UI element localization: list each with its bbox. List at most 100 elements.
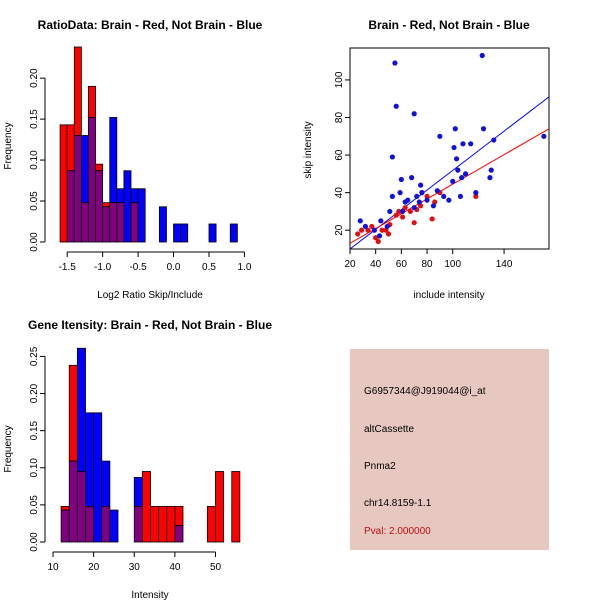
intensity-x-tick-label: 30 [129,562,141,573]
intensity-bar-brain [215,471,225,543]
scatter-point-not-brain [446,197,452,203]
scatter-point-not-brain [392,60,398,66]
scatter-point-not-brain [480,126,487,132]
fit-line-blue [349,96,550,250]
scatter-plot-y-axis: 20 40 60 80 100 [334,71,350,236]
scatter-y-tick-label: 20 [334,224,345,236]
scatter-point-not-brain [400,208,406,215]
ratio-bar-not-brain [173,223,182,243]
scatter-point-not-brain [357,218,363,224]
ratio-bar-not-brain [80,135,89,204]
ratio-bar-not-brain [123,170,132,243]
scatter-x-tick-label: 140 [496,259,513,270]
intensity-bar-brain [68,364,78,462]
intensity-bar-overlap [133,505,143,543]
intensity-bar-not-brain [76,347,86,472]
scatter-point-not-brain [450,178,456,184]
intensity-bar-overlap [85,505,95,543]
scatter-point-not-brain [389,154,395,160]
intensity-bar-overlap [101,505,111,543]
ratio-bar-overlap [80,202,89,243]
scatter-point-brain [407,208,413,215]
ratio-bar-overlap [88,117,96,243]
intensity-bar-overlap [60,509,70,543]
fit-line-red [349,128,550,244]
event-type-text: altCassette [364,424,415,435]
ratio-bar-overlap [130,202,139,243]
scatter-point-brain [402,205,408,211]
scatter-point-not-brain [457,193,464,200]
scatter-point-brain [411,220,417,226]
scatter-plot-ylabel: skip intensity [303,121,314,178]
intensity-y-tick-label: 0.25 [29,346,40,366]
scatter-x-tick-label: 40 [370,259,382,270]
scatter-plot-title: Brain - Red, Not Brain - Blue [368,18,530,32]
intensity-bar-overlap [174,525,184,543]
ratio-bar-not-brain [116,188,125,204]
intensity-bar-brain [174,505,184,527]
scatter-point-not-brain [397,190,403,196]
scatter-point-not-brain [441,193,447,200]
scatter-point-not-brain [419,190,425,196]
scatter-point-brain [396,208,402,215]
scatter-plot-points [355,52,547,245]
intensity-y-tick-label: 0.15 [29,420,40,440]
scatter-y-tick-label: 40 [334,187,345,199]
intensity-histogram-panel: Gene Itensity: Brain - Red, Not Brain - … [3,318,272,601]
scatter-point-not-brain [468,141,474,147]
scatter-point-not-brain [414,193,420,200]
probe-id-text: G6957344@J919044@i_at [364,386,486,397]
scatter-point-not-brain [491,137,497,143]
scatter-point-not-brain [371,227,377,233]
intensity-bar-brain [60,505,70,511]
intensity-x-tick-label: 50 [210,562,222,573]
intensity-bar-brain [150,505,160,543]
chromosome-location-text: chr14.8159-1.1 [364,498,432,509]
intensity-x-tick-label: 20 [88,562,100,573]
ratio-y-tick-label: 0.05 [29,191,40,211]
intensity-bar-brain [206,505,216,543]
scatter-point-brain [393,212,399,218]
intensity-bar-not-brain [101,460,111,507]
ratio-bar-not-brain [130,188,139,204]
ratio-bar-brain [59,124,68,243]
pval-text: Pval: 2.000000 [364,526,431,537]
intensity-bar-brain [231,471,241,543]
scatter-point-not-brain [462,171,469,177]
scatter-point-not-brain [452,126,458,132]
scatter-point-not-brain [389,193,395,200]
ratio-bar-not-brain [137,188,146,243]
scatter-y-tick-label: 80 [334,112,345,124]
ratio-bar-not-brain [180,223,189,243]
scatter-point-brain [369,223,375,230]
scatter-x-tick-label: 100 [444,259,461,270]
intensity-histogram-x-axis: 10 20 30 40 50 [47,551,222,573]
intensity-histogram-ylabel: Frequency [3,425,14,472]
ratio-bar-overlap [109,202,118,243]
scatter-point-brain [358,227,365,233]
scatter-point-not-brain [398,176,404,183]
ratio-histogram-title: RatioData: Brain - Red, Not Brain - Blue [38,18,263,32]
ratio-histogram-ylabel: Frequency [3,122,14,169]
intensity-y-tick-label: 0.20 [29,383,40,403]
ratio-bar-not-brain [229,223,238,243]
intensity-bar-not-brain [109,509,119,543]
ratio-bar-overlap [116,202,125,243]
scatter-point-brain [375,238,381,245]
intensity-bar-not-brain [85,412,95,507]
ratio-bar-not-brain [208,223,217,243]
scatter-point-not-brain [393,103,399,109]
scatter-point-not-brain [409,175,415,181]
ratio-bar-brain [95,163,104,172]
scatter-point-brain [424,193,430,200]
probe-info-panel: G6957344@J919044@i_at altCassette Pnma2 … [350,349,549,550]
ratio-histogram-bars [59,46,238,243]
scatter-point-brain [365,227,371,233]
scatter-y-tick-label: 60 [334,149,345,161]
scatter-point-not-brain [459,175,465,181]
intensity-y-tick-label: 0.10 [29,458,40,478]
scatter-point-not-brain [453,156,460,162]
ratio-y-tick-label: 0.15 [29,109,40,129]
scatter-point-brain [385,231,392,237]
